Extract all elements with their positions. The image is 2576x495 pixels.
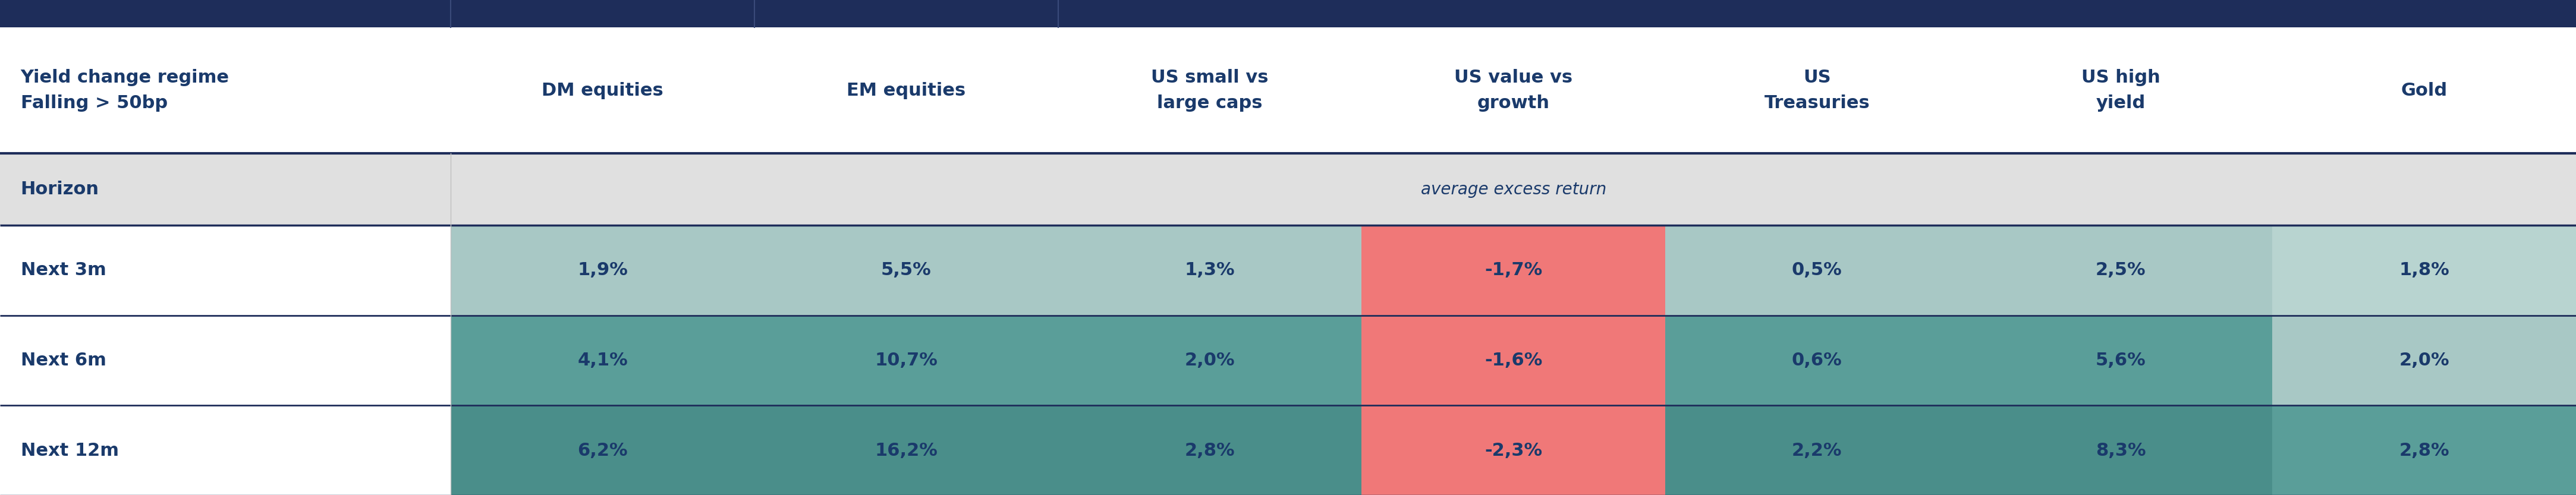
Text: 2,8%: 2,8% [1185, 442, 1234, 459]
Text: 10,7%: 10,7% [876, 352, 938, 369]
Bar [2272, 225, 2576, 315]
Bar [0, 0, 2576, 27]
Text: US
Treasuries: US Treasuries [1765, 69, 1870, 112]
Text: 2,5%: 2,5% [2094, 262, 2146, 279]
Text: average excess return: average excess return [1419, 181, 1607, 198]
Text: US value vs
growth: US value vs growth [1455, 69, 1571, 112]
Text: 1,8%: 1,8% [2398, 262, 2450, 279]
Text: US small vs
large caps: US small vs large caps [1151, 69, 1267, 112]
Text: Next 12m: Next 12m [21, 442, 118, 459]
Text: Next 3m: Next 3m [21, 262, 106, 279]
Bar [1059, 225, 1363, 315]
Text: 1,9%: 1,9% [577, 262, 629, 279]
Bar [451, 405, 755, 495]
Text: 8,3%: 8,3% [2094, 442, 2146, 459]
Bar [1664, 315, 1968, 405]
Bar [1664, 405, 1968, 495]
Bar [0, 153, 2576, 225]
Text: -1,7%: -1,7% [1484, 262, 1543, 279]
Text: 1,3%: 1,3% [1185, 262, 1234, 279]
Bar [0, 405, 451, 495]
Text: DM equities: DM equities [541, 82, 665, 99]
Bar [2272, 315, 2576, 405]
Text: 0,5%: 0,5% [1793, 262, 1842, 279]
Text: -1,6%: -1,6% [1484, 352, 1543, 369]
Bar [1363, 405, 1664, 495]
Bar [0, 225, 451, 315]
Bar [1968, 405, 2272, 495]
Text: US high
yield: US high yield [2081, 69, 2161, 112]
Bar [755, 225, 1059, 315]
Text: 6,2%: 6,2% [577, 442, 629, 459]
Bar [2272, 405, 2576, 495]
Text: 16,2%: 16,2% [876, 442, 938, 459]
Bar [0, 315, 451, 405]
Text: 2,2%: 2,2% [1793, 442, 1842, 459]
Bar [1363, 315, 1664, 405]
Bar [1968, 315, 2272, 405]
Bar [1059, 315, 1363, 405]
Text: Gold: Gold [2401, 82, 2447, 99]
Text: EM equities: EM equities [848, 82, 966, 99]
Text: Next 6m: Next 6m [21, 352, 106, 369]
Text: 2,0%: 2,0% [1185, 352, 1234, 369]
Bar [1968, 225, 2272, 315]
Bar [1059, 405, 1363, 495]
Text: 0,6%: 0,6% [1793, 352, 1842, 369]
Bar [755, 315, 1059, 405]
Text: -2,3%: -2,3% [1484, 442, 1543, 459]
Bar [1363, 225, 1664, 315]
Bar [0, 0, 2576, 27]
Text: Yield change regime
Falling > 50bp: Yield change regime Falling > 50bp [21, 69, 229, 112]
Text: 5,5%: 5,5% [881, 262, 933, 279]
Text: Horizon: Horizon [21, 181, 98, 198]
Text: 4,1%: 4,1% [577, 352, 629, 369]
Text: 2,8%: 2,8% [2398, 442, 2450, 459]
Bar [451, 315, 755, 405]
Bar [0, 27, 2576, 153]
Bar [755, 405, 1059, 495]
Bar [451, 225, 755, 315]
Bar [1664, 225, 1968, 315]
Text: 5,6%: 5,6% [2094, 352, 2146, 369]
Text: 2,0%: 2,0% [2398, 352, 2450, 369]
